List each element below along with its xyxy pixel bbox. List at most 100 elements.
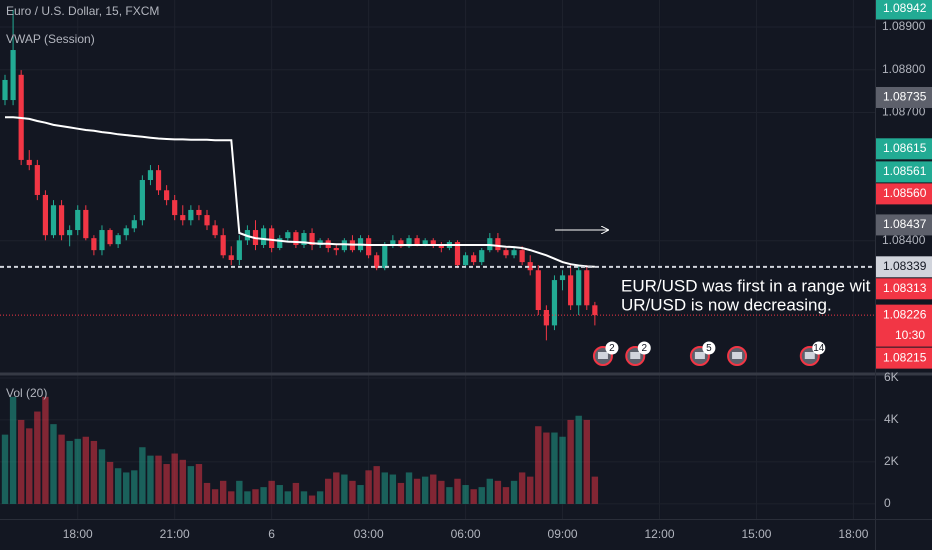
candle-body <box>180 215 186 221</box>
candle-body <box>26 159 32 166</box>
volume-bar <box>551 432 558 504</box>
event-count: 2 <box>641 343 647 354</box>
candle-body <box>584 270 590 306</box>
volume-bar <box>535 426 542 504</box>
price-badge-label: 1.08615 <box>883 141 927 155</box>
event-flag <box>597 352 608 359</box>
volume-bar <box>211 489 219 504</box>
candle-body <box>366 238 372 256</box>
x-tick-label: 03:00 <box>354 527 384 541</box>
y-tick-label: 1.08800 <box>882 62 926 76</box>
event-badge <box>605 341 619 355</box>
candle-body <box>414 238 420 245</box>
price-badge <box>876 256 932 278</box>
volume-bar <box>381 472 388 504</box>
volume-bar <box>494 480 502 504</box>
candle-body <box>75 209 81 231</box>
volume-bar <box>123 472 130 504</box>
volume-pane <box>1 396 599 504</box>
candle-body <box>10 50 16 101</box>
candle-body <box>398 240 404 247</box>
volume-bar <box>349 480 356 504</box>
y-tick-label: 1.08700 <box>882 105 926 119</box>
volume-bar <box>1 434 9 504</box>
candle-body <box>107 230 113 245</box>
volume-bar <box>308 495 316 504</box>
volume-bar <box>147 455 154 504</box>
candle-body <box>2 79 8 101</box>
candle-body <box>220 235 226 256</box>
volume-bar <box>591 476 599 504</box>
candle-body <box>285 232 291 239</box>
annotation-text: UR/USD is now decreasing. <box>621 295 832 314</box>
price-badge <box>876 278 932 300</box>
volume-bar <box>268 480 275 504</box>
candle-body <box>462 255 469 266</box>
candle-body <box>67 230 73 236</box>
volume-bar <box>163 464 170 504</box>
volume-bar <box>325 478 332 504</box>
candle-body <box>471 255 477 263</box>
candle-body <box>131 220 137 229</box>
y2-tick-label: 6K <box>884 370 899 384</box>
y-tick-label: 1.08400 <box>882 233 926 247</box>
candle-body <box>576 270 582 306</box>
candle-body <box>519 250 525 263</box>
candle-body <box>390 240 396 246</box>
volume-bar <box>446 487 453 504</box>
volume-bar <box>389 474 397 504</box>
candle-body <box>527 262 533 271</box>
candle-body <box>503 250 509 256</box>
volume-bar <box>34 411 41 504</box>
candle-body <box>139 180 145 221</box>
candle-body <box>42 194 49 236</box>
x-tick-label: 06:00 <box>451 527 481 541</box>
event-flag <box>694 352 705 359</box>
candle-body <box>333 248 339 251</box>
volume-bar <box>66 440 73 504</box>
volume-bar <box>228 491 235 504</box>
volume-bar <box>98 449 106 504</box>
volume-bar <box>430 474 437 504</box>
countdown-label: 10:30 <box>895 328 925 342</box>
candle-body <box>293 232 299 246</box>
volume-bar <box>333 472 340 504</box>
volume-bar <box>365 470 372 504</box>
volume-bar <box>478 487 485 504</box>
candle-body <box>592 305 598 316</box>
event-count: 14 <box>813 343 825 354</box>
candle-body <box>164 190 170 201</box>
candle-body <box>535 270 541 310</box>
event-badge <box>702 341 716 355</box>
volume-bar <box>26 428 33 504</box>
volume-bar <box>131 470 138 504</box>
volume-bar <box>42 396 49 504</box>
vwap-line <box>5 116 595 268</box>
candle-body <box>301 233 307 246</box>
price-badge <box>876 183 932 205</box>
volume-bar <box>9 396 17 504</box>
volume-bar <box>187 466 195 504</box>
y-tick-label: 1.08900 <box>882 19 926 33</box>
candle-body <box>277 238 283 248</box>
volume-bar <box>203 482 211 504</box>
event-flag <box>732 352 743 359</box>
volume-bar <box>106 461 114 504</box>
price-badge-label: 1.08339 <box>883 259 927 273</box>
candle-body <box>422 240 428 245</box>
x-tick-label: 12:00 <box>644 527 674 541</box>
candle-body <box>228 255 234 260</box>
candle-body <box>196 209 202 216</box>
volume-bar <box>155 455 162 504</box>
volume-bar <box>502 487 510 504</box>
candle-body <box>543 310 549 326</box>
volume-bar <box>405 472 413 504</box>
candle-body <box>91 238 97 251</box>
candle-body <box>568 275 574 306</box>
y2-tick-label: 0 <box>884 496 891 510</box>
volume-bar <box>454 478 461 504</box>
volume-bar <box>357 485 364 504</box>
volume-bar <box>300 491 308 504</box>
candle-body <box>511 250 517 256</box>
candle-body <box>341 240 347 251</box>
